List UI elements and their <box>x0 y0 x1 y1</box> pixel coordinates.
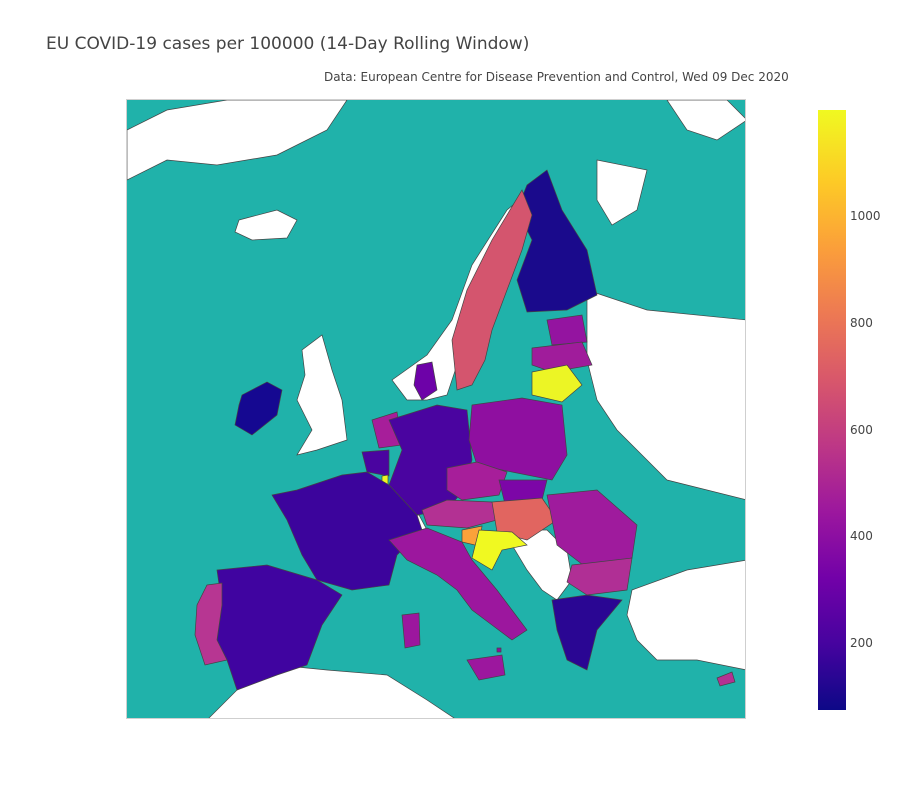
europe-map[interactable] <box>127 100 746 719</box>
page-subtitle: Data: European Centre for Disease Preven… <box>324 70 789 84</box>
region-croatia[interactable] <box>471 529 528 571</box>
arctic-land <box>666 100 745 141</box>
region-cyprus[interactable] <box>716 671 736 687</box>
iceland-land <box>234 209 298 241</box>
region-belgium[interactable] <box>361 449 390 477</box>
russia-land <box>586 289 745 500</box>
region-hungary[interactable] <box>491 497 558 541</box>
region-sardinia[interactable] <box>401 612 421 649</box>
colorbar <box>818 110 846 710</box>
colorbar-tick-label: 400 <box>850 529 873 543</box>
colorbar-tick-label: 600 <box>850 423 873 437</box>
region-estonia[interactable] <box>546 314 588 346</box>
region-ireland[interactable] <box>234 381 283 436</box>
region-denmark[interactable] <box>413 361 438 401</box>
region-italy[interactable] <box>388 527 528 641</box>
region-czechia[interactable] <box>446 461 508 501</box>
map-frame[interactable] <box>126 99 746 719</box>
page-title: EU COVID-19 cases per 100000 (14-Day Rol… <box>46 34 530 54</box>
colorbar-tick-label: 1000 <box>850 209 881 223</box>
region-france[interactable] <box>271 471 423 591</box>
colorbar-tick-label: 800 <box>850 316 873 330</box>
region-lithuania[interactable] <box>531 364 583 403</box>
greenland-iceland-land <box>127 100 348 181</box>
region-sicily[interactable] <box>466 654 506 681</box>
region-sweden[interactable] <box>451 189 533 391</box>
region-greece[interactable] <box>551 594 623 671</box>
region-poland[interactable] <box>468 397 568 481</box>
region-latvia[interactable] <box>531 341 593 373</box>
turkey-land <box>626 559 745 670</box>
uk-land <box>296 334 348 456</box>
colorbar-tick-label: 200 <box>850 636 873 650</box>
region-portugal[interactable] <box>194 582 228 666</box>
region-bulgaria[interactable] <box>566 557 633 596</box>
russia-north-land <box>596 159 648 226</box>
region-malta[interactable] <box>496 647 502 653</box>
